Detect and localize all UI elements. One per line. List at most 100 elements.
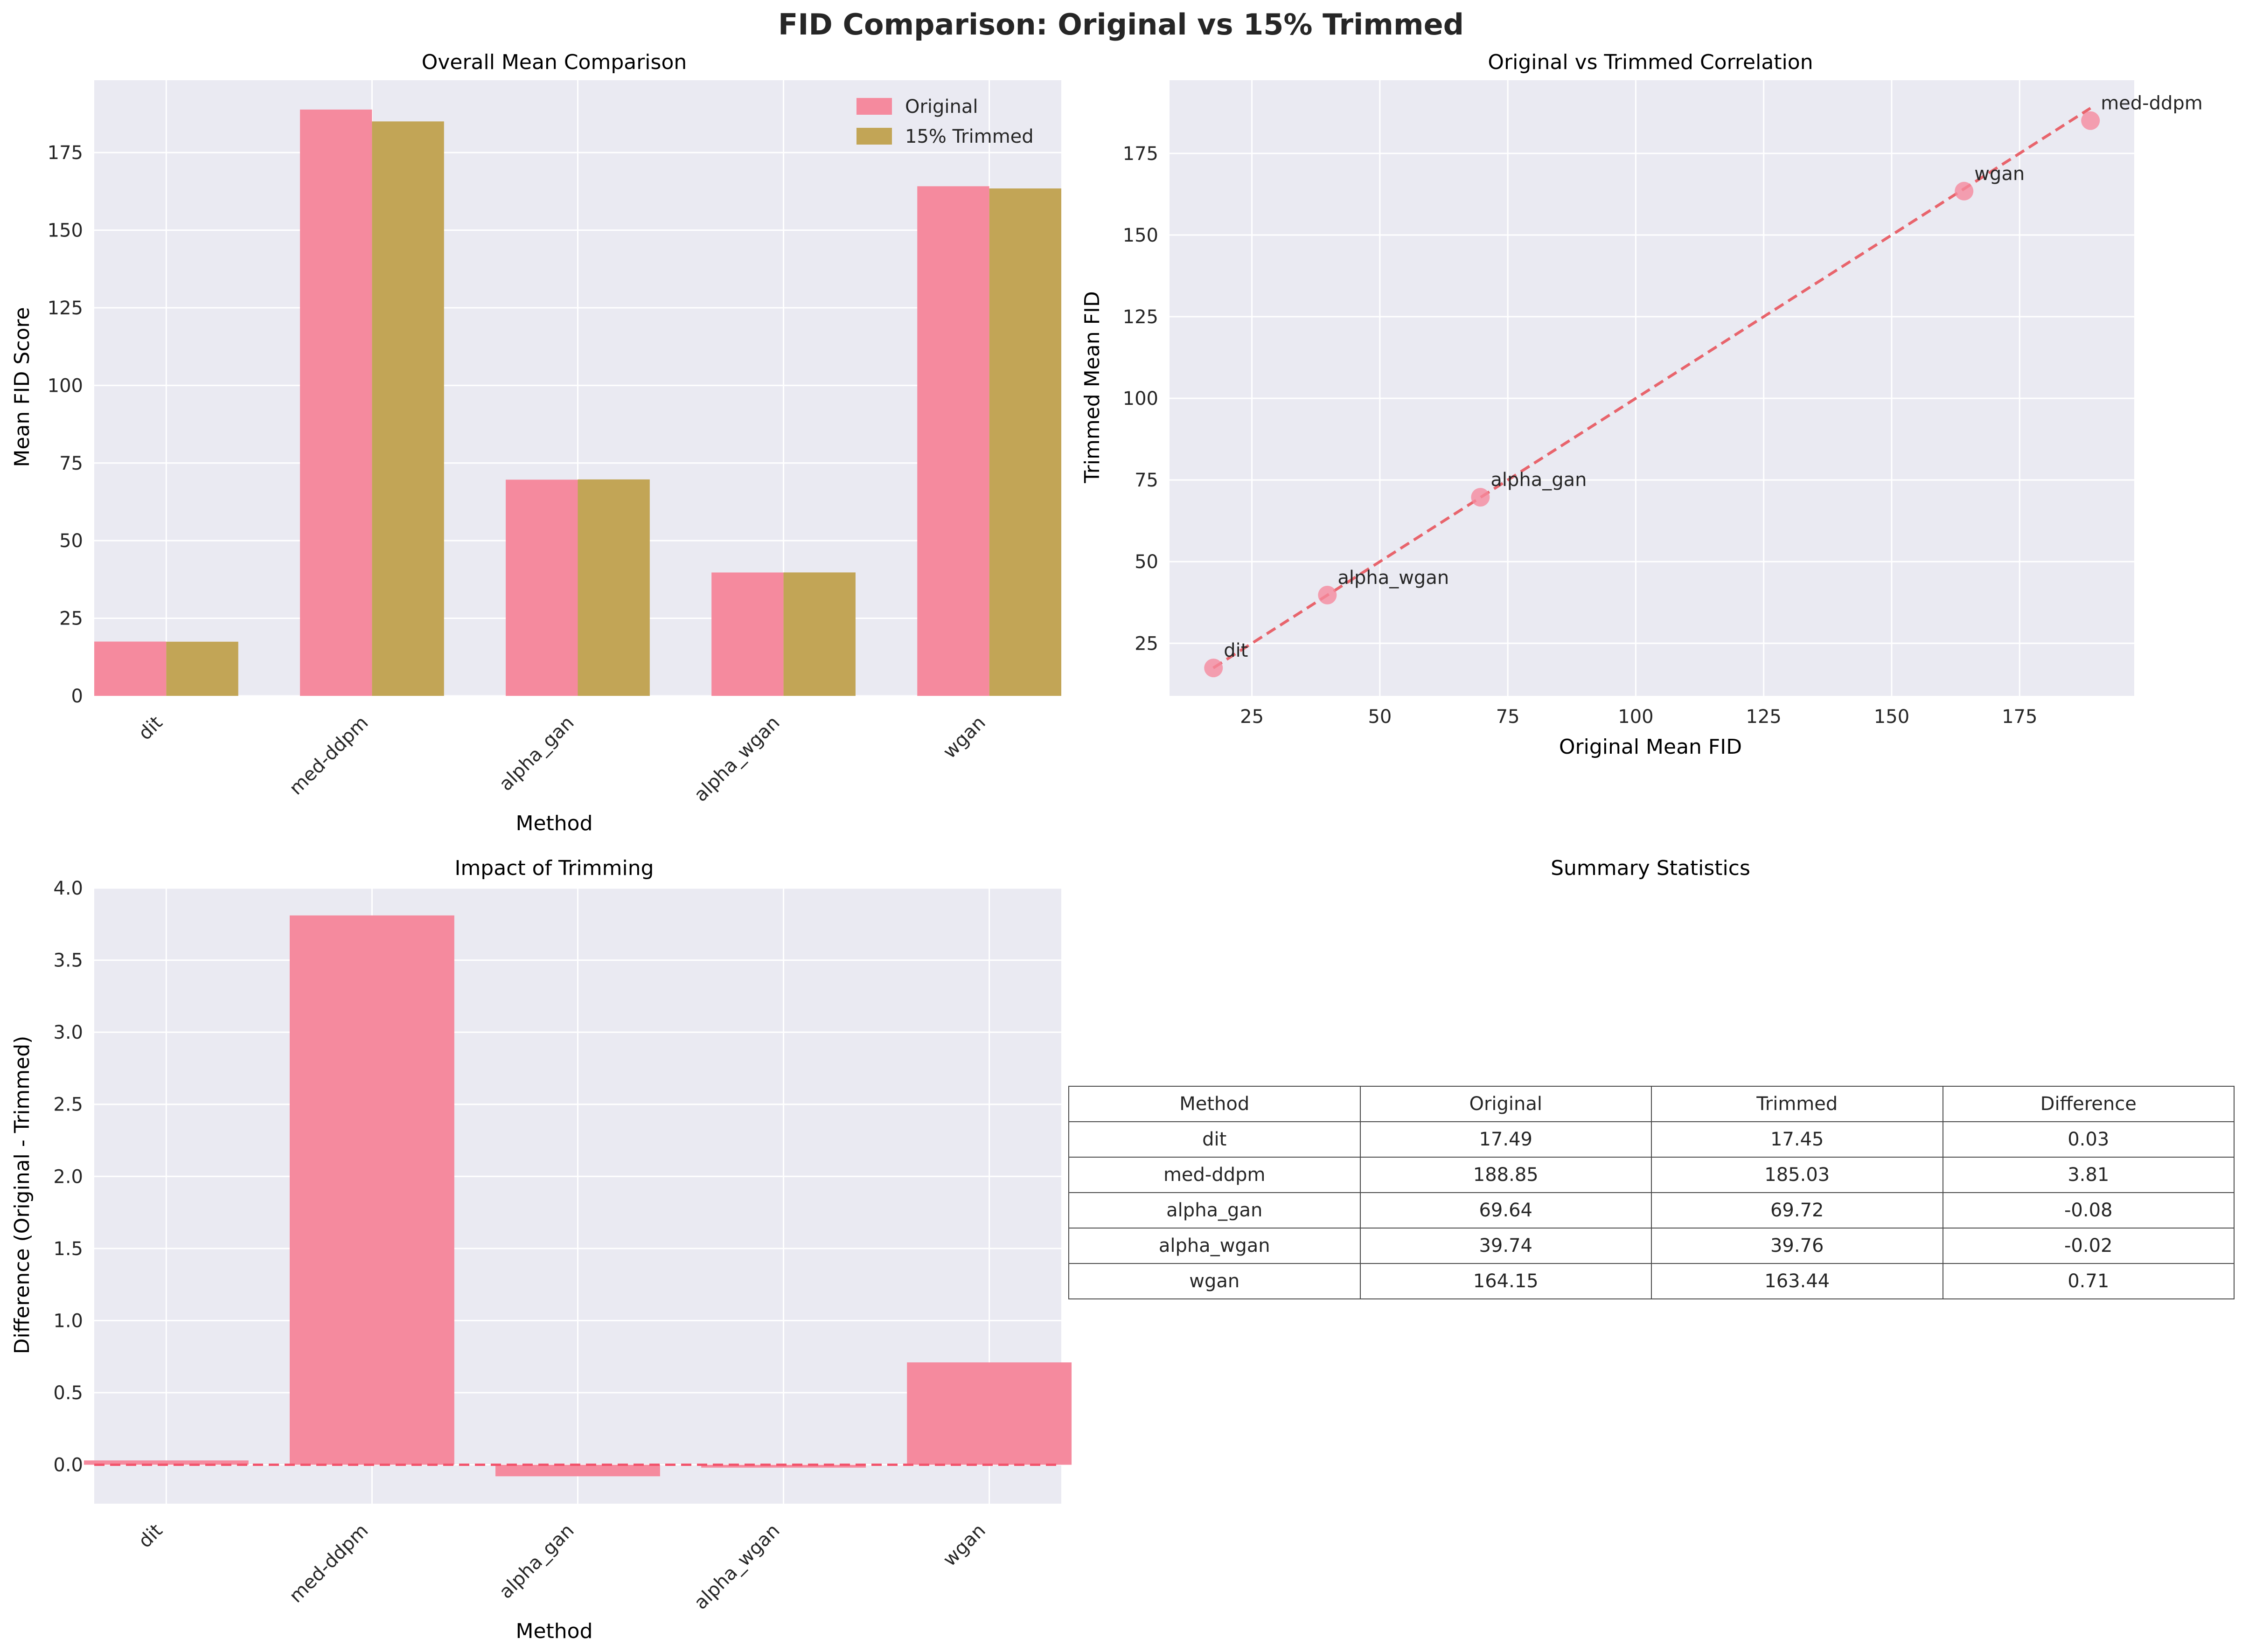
y-tick-label: 175 <box>48 142 83 164</box>
y-tick-label: 100 <box>1123 388 1158 410</box>
bar-trimmed <box>372 121 444 696</box>
y-tick-label: 4.0 <box>53 878 83 899</box>
y-tick-label: 150 <box>1123 225 1158 246</box>
y-tick-label: 50 <box>59 530 83 552</box>
scatter-point <box>1471 488 1490 507</box>
bar-trimmed <box>166 641 238 696</box>
x-tick-label: med-ddpm <box>285 1520 372 1607</box>
x-tick-label: wgan <box>939 1520 990 1571</box>
column-header-original: Original <box>1359 1086 1652 1122</box>
point-label: wgan <box>1974 163 2025 185</box>
x-tick-label: 175 <box>2002 706 2037 728</box>
bar-original <box>300 109 372 696</box>
table-cell: alpha_wgan <box>1068 1228 1361 1264</box>
table-cell: med-ddpm <box>1068 1157 1361 1193</box>
x-tick-label: 150 <box>1874 706 1909 728</box>
x-tick-label: 125 <box>1746 706 1782 728</box>
bar-original <box>917 186 989 696</box>
scatter-point <box>1204 659 1223 678</box>
bar-original <box>711 572 784 696</box>
point-label: med-ddpm <box>2101 93 2203 114</box>
y-tick-label: 100 <box>48 375 83 396</box>
bar-original <box>94 641 167 696</box>
table-cell: -0.02 <box>1942 1228 2235 1264</box>
y-tick-label: 1.5 <box>53 1238 83 1260</box>
table-cell: -0.08 <box>1942 1192 2235 1229</box>
bar-trimmed <box>578 479 650 696</box>
legend-label: Original <box>905 96 978 118</box>
point-label: dit <box>1224 640 1248 661</box>
point-label: alpha_gan <box>1490 469 1587 491</box>
column-header-trimmed: Trimmed <box>1651 1086 1943 1122</box>
y-tick-label: 75 <box>1135 470 1158 491</box>
chart-title: Original vs Trimmed Correlation <box>1488 50 1813 74</box>
table-cell: 69.64 <box>1359 1192 1652 1229</box>
overall-mean-comparison-chart: Overall Mean Comparison Method Mean FID … <box>10 50 1061 835</box>
bar-original <box>506 479 578 696</box>
table-row: med-ddpm 188.85 185.03 3.81 <box>1068 1157 2235 1193</box>
correlation-scatter-chart: Original vs Trimmed Correlation Original… <box>1080 50 2203 759</box>
x-tick-label: alpha_wgan <box>690 1520 784 1614</box>
x-tick-label: dit <box>134 712 167 744</box>
y-tick-label: 50 <box>1135 551 1158 573</box>
y-tick-label: 2.0 <box>53 1166 83 1187</box>
figure-title: FID Comparison: Original vs 15% Trimmed <box>778 7 1464 42</box>
table-cell: 0.03 <box>1942 1121 2235 1158</box>
y-tick-label: 3.5 <box>53 950 83 972</box>
x-axis-label: Method <box>515 812 592 835</box>
impact-of-trimming-chart: Impact of Trimming Method Difference (Or… <box>10 856 1072 1643</box>
y-tick-label: 0.5 <box>53 1382 83 1404</box>
y-tick-label: 2.5 <box>53 1094 83 1116</box>
table-cell: 17.45 <box>1651 1121 1943 1158</box>
x-tick-label: alpha_gan <box>495 712 578 795</box>
x-axis-label: Method <box>515 1619 592 1643</box>
summary-statistics-title: Summary Statistics <box>1551 856 1750 880</box>
y-axis-label: Mean FID Score <box>10 307 34 467</box>
bar-trimmed <box>783 572 856 696</box>
x-tick-label: alpha_gan <box>495 1520 578 1603</box>
x-tick-label: dit <box>134 1520 167 1552</box>
y-tick-label: 75 <box>59 453 83 474</box>
bar-trimmed <box>989 188 1061 696</box>
y-tick-label: 3.0 <box>53 1022 83 1043</box>
summary-statistics-table: Method Original Trimmed Difference dit 1… <box>1068 1086 2235 1299</box>
bar-difference <box>84 1460 249 1465</box>
chart-title: Impact of Trimming <box>454 856 654 880</box>
y-tick-label: 0 <box>71 686 83 707</box>
y-tick-label: 125 <box>1123 306 1158 328</box>
y-tick-label: 0.0 <box>53 1455 83 1476</box>
table-cell: 39.76 <box>1651 1228 1943 1264</box>
y-tick-label: 25 <box>1135 633 1158 654</box>
legend-swatch <box>856 128 892 145</box>
bar-difference <box>907 1362 1072 1465</box>
column-header-method: Method <box>1068 1086 1361 1122</box>
x-tick-label: med-ddpm <box>285 712 372 799</box>
legend-label: 15% Trimmed <box>905 126 1034 147</box>
y-tick-label: 125 <box>48 298 83 319</box>
table-cell: 69.72 <box>1651 1192 1943 1229</box>
x-tick-label: wgan <box>939 712 990 763</box>
y-tick-label: 1.0 <box>53 1310 83 1332</box>
table-cell: 188.85 <box>1359 1157 1652 1193</box>
point-label: alpha_wgan <box>1337 567 1449 589</box>
scatter-point <box>1955 181 1974 201</box>
column-header-difference: Difference <box>1942 1086 2235 1122</box>
table-row: wgan 164.15 163.44 0.71 <box>1068 1263 2235 1299</box>
y-tick-label: 25 <box>59 608 83 630</box>
table-cell: wgan <box>1068 1263 1361 1299</box>
legend-swatch <box>856 98 892 115</box>
table-header-row: Method Original Trimmed Difference <box>1068 1086 2235 1122</box>
x-tick-label: 100 <box>1618 706 1653 728</box>
y-tick-label: 150 <box>48 220 83 242</box>
y-tick-label: 175 <box>1123 143 1158 165</box>
table-row: dit 17.49 17.45 0.03 <box>1068 1121 2235 1158</box>
x-tick-label: 50 <box>1368 706 1392 728</box>
y-axis-label: Difference (Original - Trimmed) <box>10 1036 34 1354</box>
table-cell: alpha_gan <box>1068 1192 1361 1229</box>
bar-difference <box>290 915 454 1465</box>
y-axis-label: Trimmed Mean FID <box>1080 291 1104 483</box>
bar-difference <box>701 1465 866 1468</box>
scatter-point <box>1318 585 1337 604</box>
bar-difference <box>495 1465 660 1477</box>
